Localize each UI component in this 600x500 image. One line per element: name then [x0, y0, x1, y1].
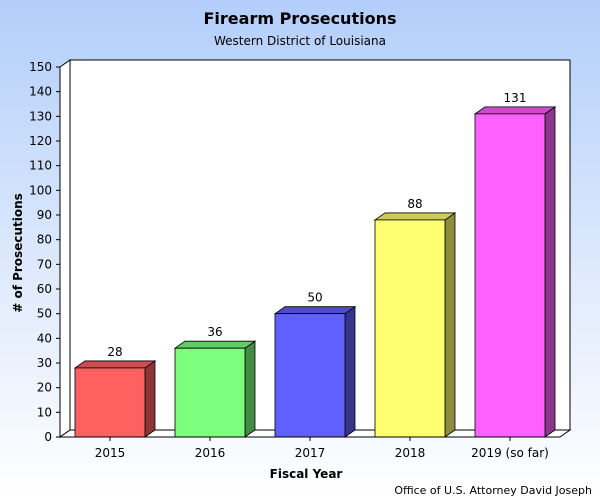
x-tick-label: 2017	[295, 446, 326, 460]
bar-top	[173, 340, 257, 349]
bar-side	[544, 106, 556, 438]
y-tick-label: 70	[37, 257, 52, 271]
footer-credit: Office of U.S. Attorney David Joseph	[394, 484, 592, 497]
x-tick-label: 2018	[395, 446, 426, 460]
bar	[174, 347, 246, 438]
y-axis-label: # of Prosecutions	[11, 193, 25, 313]
bar-top	[373, 212, 457, 221]
plot-side-wall	[59, 59, 71, 438]
bar	[274, 313, 346, 438]
x-tick-label: 2015	[95, 446, 126, 460]
bar-value-label: 50	[307, 291, 322, 305]
bar-top	[273, 306, 357, 315]
y-tick-label: 50	[37, 307, 52, 321]
y-tick-label: 40	[37, 331, 52, 345]
bar-value-label: 131	[504, 91, 527, 105]
bar-value-label: 88	[407, 197, 422, 211]
bar-top	[473, 106, 557, 115]
y-tick-label: 60	[37, 282, 52, 296]
y-tick-label: 80	[37, 233, 52, 247]
bar-value-label: 36	[207, 325, 222, 339]
bar-side	[144, 360, 156, 438]
y-tick-label: 10	[37, 405, 52, 419]
bar	[474, 113, 546, 438]
bar	[74, 367, 146, 438]
x-tick-label: 2019 (so far)	[471, 446, 549, 460]
y-tick-label: 30	[37, 356, 52, 370]
y-tick-label: 20	[37, 381, 52, 395]
plot-area: 0 10 20 30 40 50 60 70 80 90 100 110 120 130 140 150 28 2…	[29, 59, 572, 460]
chart-subtitle: Western District of Louisiana	[214, 34, 386, 48]
y-tick-label: 150	[29, 60, 52, 74]
y-tick-label: 110	[29, 159, 52, 173]
bar-side	[444, 212, 456, 438]
bar-value-label: 28	[107, 345, 122, 359]
x-axis-label: Fiscal Year	[270, 467, 343, 481]
y-tick-label: 0	[44, 430, 52, 444]
bar	[374, 219, 446, 438]
y-tick-label: 130	[29, 109, 52, 123]
bar-top	[73, 360, 157, 369]
x-tick-label: 2016	[195, 446, 226, 460]
y-tick-label: 120	[29, 134, 52, 148]
y-tick-label: 90	[37, 208, 52, 222]
y-tick-label: 100	[29, 183, 52, 197]
chart-title: Firearm Prosecutions	[204, 9, 397, 28]
bar-side	[344, 305, 356, 438]
y-tick-label: 140	[29, 85, 52, 99]
bar-side	[244, 340, 256, 438]
